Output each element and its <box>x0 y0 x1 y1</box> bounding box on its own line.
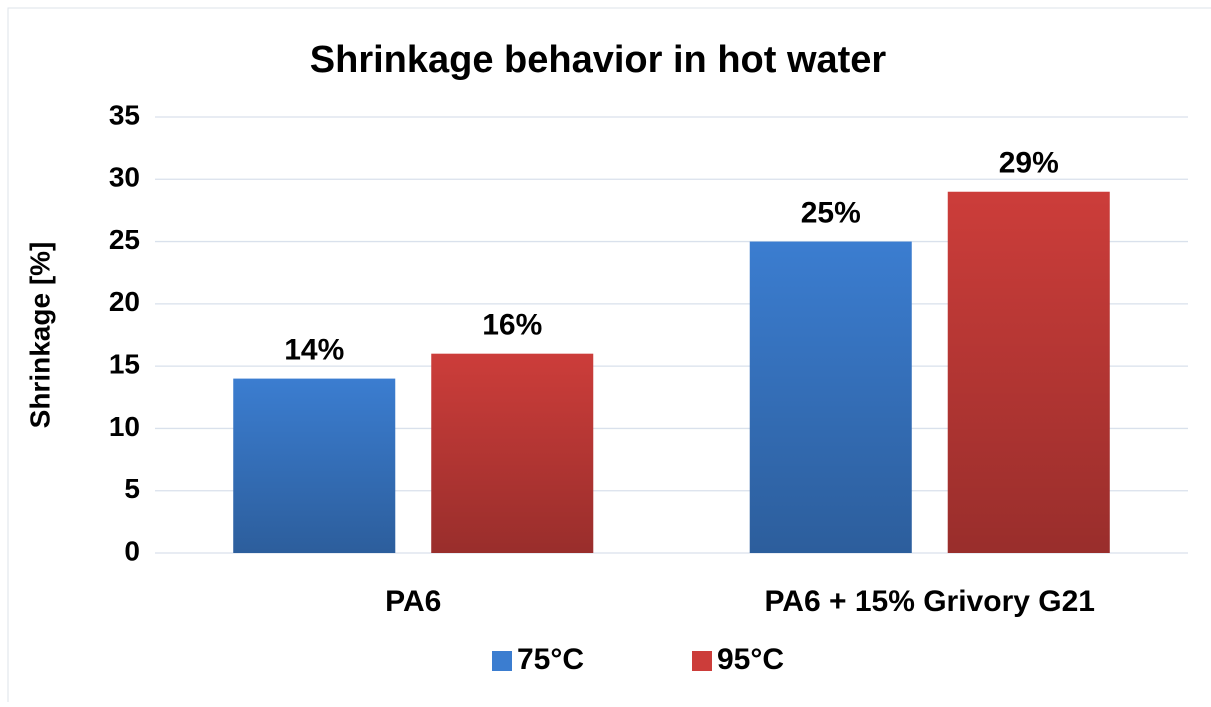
y-tick-label: 35 <box>109 99 140 130</box>
bar-shade <box>233 378 396 553</box>
y-tick-label: 15 <box>109 349 140 380</box>
y-tick-label: 0 <box>124 535 140 566</box>
bar-shade <box>749 241 912 554</box>
y-tick-label: 30 <box>109 162 140 193</box>
bar-shade <box>947 191 1110 553</box>
bar-shade <box>431 353 594 553</box>
y-tick-label: 5 <box>124 473 140 504</box>
chart-title: Shrinkage behavior in hot water <box>310 39 887 81</box>
value-label: 14% <box>284 334 344 367</box>
y-tick-label: 10 <box>109 411 140 442</box>
frame <box>7 7 1211 707</box>
y-tick-label: 20 <box>109 286 140 317</box>
y-tick-label: 25 <box>109 224 140 255</box>
x-tick-label: PA6 + 15% Grivory G21 <box>765 585 1095 618</box>
x-tick-label: PA6 <box>385 585 441 618</box>
value-label: 29% <box>999 147 1059 180</box>
legend-swatch <box>492 651 512 671</box>
legend-label: 75°C <box>517 643 584 676</box>
legend-swatch <box>692 651 712 671</box>
y-axis-label: Shrinkage [%] <box>24 242 55 429</box>
legend-label: 95°C <box>717 643 784 676</box>
value-label: 25% <box>801 196 861 229</box>
value-label: 16% <box>482 309 542 342</box>
